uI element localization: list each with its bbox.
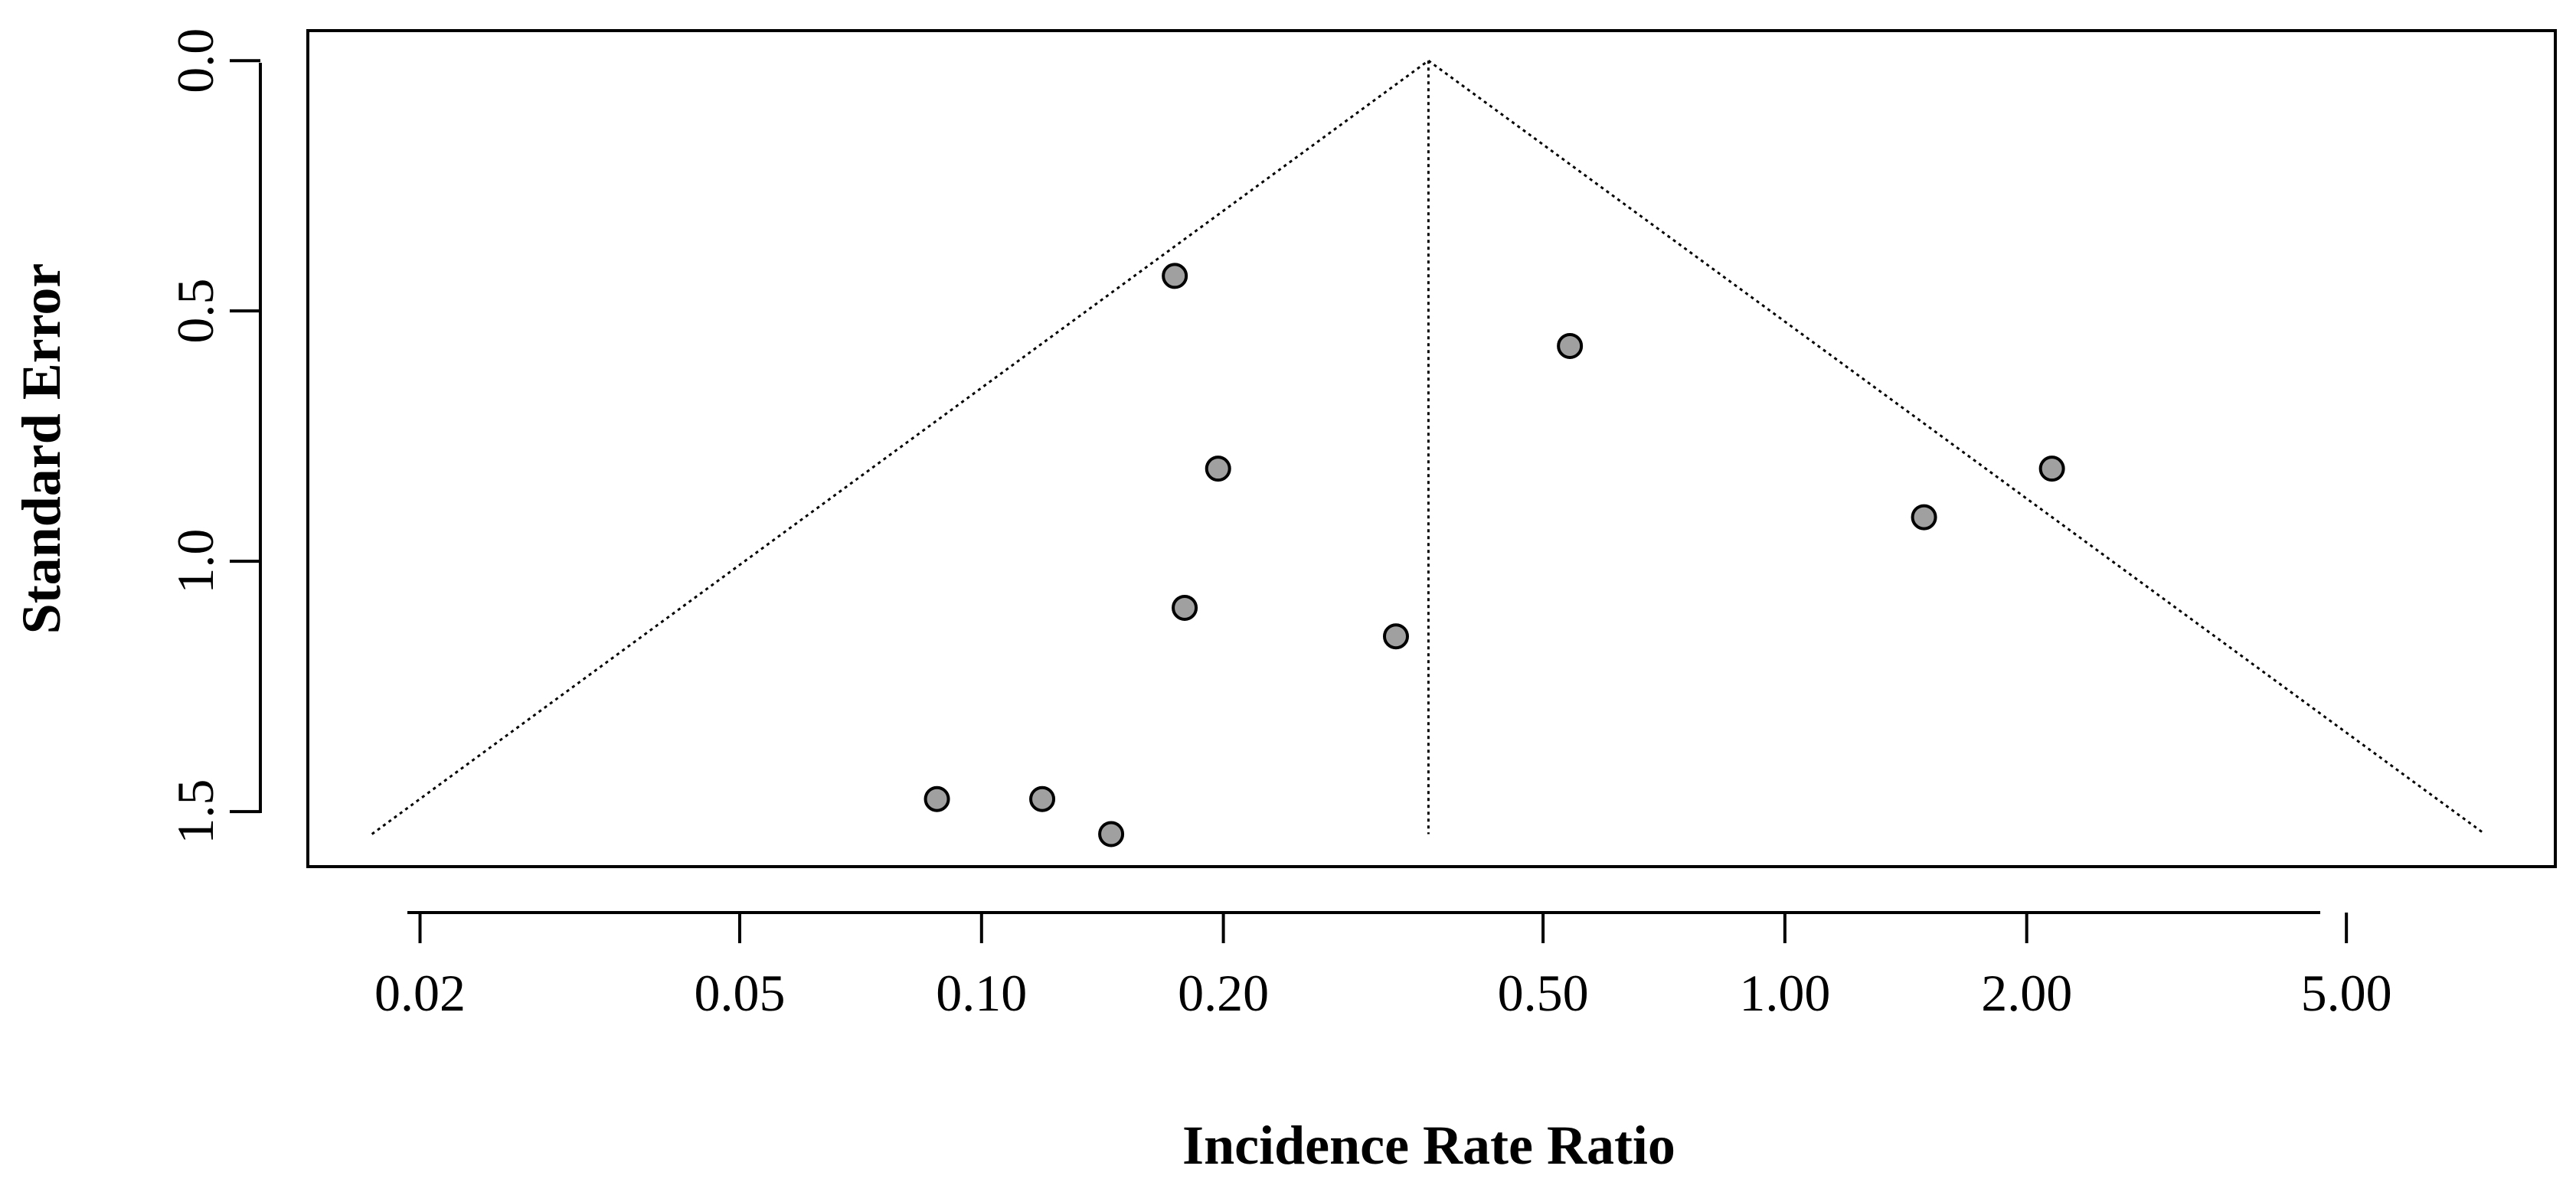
x-tick-label: 1.00 [1739,964,1830,1022]
data-point [1029,785,1056,812]
x-tick-label: 2.00 [1981,964,2072,1022]
x-ticks: 0.02 0.05 0.10 0.20 0.50 1.00 2.00 5.00 [374,913,2392,1022]
plot-frame [306,29,2557,868]
funnel-right-line [1427,60,2486,835]
funnel-lines [371,60,2486,835]
data-point [2038,456,2065,482]
data-point [924,785,950,812]
x-tick-label: 0.20 [1178,964,1269,1022]
data-point [1098,821,1125,847]
data-point [1162,263,1188,289]
data-point [1172,594,1198,621]
x-axis: 0.02 0.05 0.10 0.20 0.50 1.00 2.00 5.00 [374,911,2392,1022]
data-points [924,263,2065,847]
y-tick-label: 0.0 [166,28,224,93]
x-tick-label: 0.10 [936,964,1027,1022]
data-point [1382,623,1409,650]
x-tick-label: 0.05 [694,964,785,1022]
y-axis-title: Standard Error [11,263,72,635]
x-axis-title: Incidence Rate Ratio [1182,1115,1675,1176]
x-tick-label: 5.00 [2301,964,2392,1022]
x-tick-label: 0.50 [1498,964,1589,1022]
y-tick-label: 0.5 [166,279,224,344]
y-axis: 0.0 0.5 1.0 1.5 [166,28,262,844]
funnel-left-line [371,60,1430,835]
data-point [1911,504,1937,531]
y-tick-label: 1.0 [166,529,224,594]
data-point [1205,456,1231,482]
data-point [1557,332,1584,359]
x-tick-label: 0.02 [374,964,466,1022]
y-tick-label: 1.5 [166,779,224,844]
y-ticks: 0.0 0.5 1.0 1.5 [166,28,260,844]
